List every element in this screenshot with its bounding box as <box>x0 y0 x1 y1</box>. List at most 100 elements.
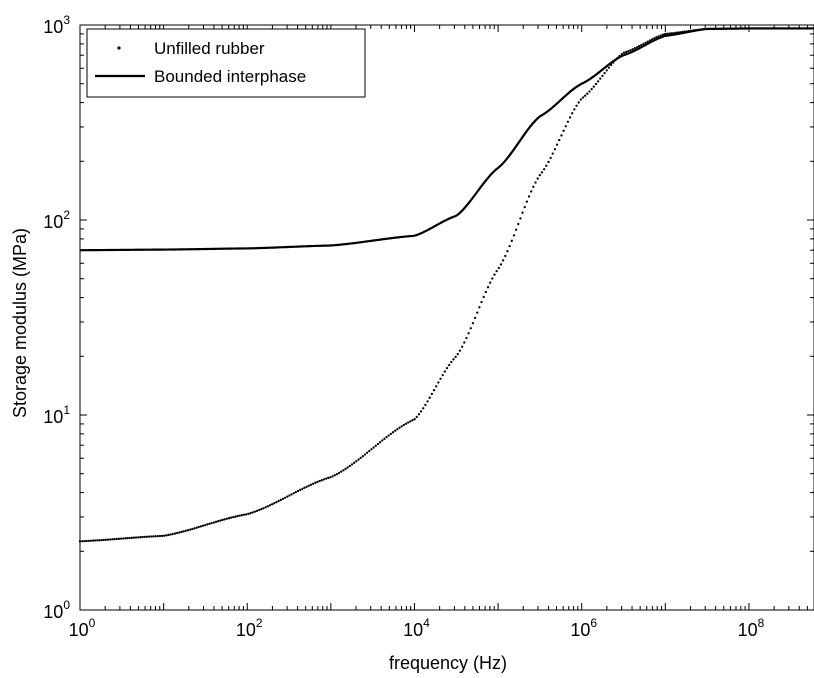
series-unfilled-rubber-point <box>555 143 559 146</box>
series-unfilled-rubber-point <box>98 539 101 542</box>
legend: Unfilled rubber Bounded interphase <box>86 28 366 98</box>
series-unfilled-rubber-point <box>312 482 315 485</box>
series-unfilled-rubber-point <box>514 228 518 231</box>
series-unfilled-rubber-point <box>130 536 133 539</box>
series-unfilled-rubber-point <box>484 290 488 294</box>
series-unfilled-rubber-point <box>383 437 386 440</box>
series-unfilled-rubber-point <box>381 439 384 442</box>
series-unfilled-rubber-point <box>413 418 416 421</box>
series-unfilled-rubber-point <box>521 211 524 214</box>
series-unfilled-rubber-point <box>642 42 645 46</box>
series-unfilled-rubber-point <box>512 234 516 237</box>
series-unfilled-rubber-point <box>266 505 269 508</box>
series-unfilled-rubber-point <box>286 495 289 498</box>
series-unfilled-rubber-point <box>506 250 509 253</box>
series-unfilled-rubber-point <box>640 43 643 47</box>
series-unfilled-rubber-point <box>558 138 561 142</box>
series-unfilled-rubber-point <box>590 87 593 91</box>
series-unfilled-rubber-point <box>201 524 205 527</box>
series-unfilled-rubber-point <box>212 521 216 524</box>
series-unfilled-rubber-point <box>199 525 203 528</box>
series-unfilled-rubber-point <box>404 422 408 425</box>
series-unfilled-rubber-point <box>223 518 226 521</box>
series-unfilled-rubber-point <box>467 332 470 335</box>
series-unfilled-rubber-point <box>184 529 187 532</box>
series-unfilled-rubber-point <box>145 535 149 538</box>
series-unfilled-rubber-point <box>167 533 170 537</box>
series-unfilled-rubber-point <box>186 529 190 532</box>
series-unfilled-rubber-point <box>318 479 321 483</box>
series-unfilled-rubber-point <box>150 535 153 538</box>
series-unfilled-rubber-point <box>217 520 220 523</box>
series-unfilled-rubber-point <box>575 104 578 107</box>
series-unfilled-rubber-point <box>517 222 520 226</box>
x-tick-label: 104 <box>403 616 430 640</box>
series-layer <box>78 27 814 543</box>
series-unfilled-rubber-point <box>176 531 179 535</box>
series-unfilled-rubber-point <box>158 534 162 538</box>
series-unfilled-rubber-point <box>134 536 138 539</box>
series-unfilled-rubber-point <box>430 392 434 396</box>
y-tick-label: 103 <box>43 13 70 37</box>
series-unfilled-rubber-point <box>411 419 414 422</box>
series-unfilled-rubber-point <box>394 429 397 432</box>
series-unfilled-rubber-point <box>471 321 475 325</box>
series-unfilled-rubber-point <box>376 442 380 446</box>
series-unfilled-rubber-point <box>480 300 483 304</box>
series-unfilled-rubber-point <box>283 496 287 499</box>
series-unfilled-rubber-point <box>370 448 373 451</box>
series-bounded-interphase-line <box>79 27 814 252</box>
series-unfilled-rubber-point <box>348 464 351 468</box>
series-unfilled-rubber-point <box>117 537 121 540</box>
series-unfilled-rubber-point <box>365 451 369 454</box>
series-unfilled-rubber-point <box>335 472 339 476</box>
series-unfilled-rubber-point <box>219 519 222 522</box>
series-unfilled-rubber-point <box>163 534 166 537</box>
series-unfilled-rubber-point <box>465 336 468 340</box>
series-unfilled-rubber-point <box>81 540 84 543</box>
series-unfilled-rubber-point <box>510 239 513 242</box>
series-unfilled-rubber-point <box>536 177 539 180</box>
series-unfilled-rubber-point <box>389 432 393 436</box>
series-unfilled-rubber-point <box>229 516 233 519</box>
series-unfilled-rubber-point <box>270 503 274 506</box>
series-unfilled-rubber-point <box>435 385 438 388</box>
series-unfilled-rubber-point <box>396 428 399 431</box>
series-unfilled-rubber-point <box>340 470 343 473</box>
series-unfilled-rubber-point <box>426 400 429 403</box>
series-unfilled-rubber-point <box>538 174 541 177</box>
series-unfilled-rubber-point <box>363 453 367 456</box>
series-unfilled-rubber-point <box>491 277 494 280</box>
series-unfilled-rubber-point <box>549 156 552 160</box>
legend-marker-unfilled-rubber <box>117 46 121 50</box>
series-unfilled-rubber-point <box>87 539 90 543</box>
series-unfilled-rubber-point <box>195 526 198 529</box>
series-unfilled-rubber-point <box>622 51 626 54</box>
series-unfilled-rubber-point <box>409 420 412 423</box>
series-unfilled-rubber-point <box>523 205 526 209</box>
series-unfilled-rubber-point <box>240 514 244 517</box>
series-unfilled-rubber-point <box>476 311 479 314</box>
series-unfilled-rubber-point <box>361 455 364 458</box>
plot-background <box>80 25 814 610</box>
series-unfilled-rubber-point <box>579 98 582 101</box>
series-unfilled-rubber-point <box>398 426 401 429</box>
series-unfilled-rubber-point <box>599 77 602 80</box>
series-unfilled-rubber-point <box>180 530 183 534</box>
series-unfilled-rubber-point <box>109 538 112 541</box>
series-unfilled-rubber-point <box>307 484 310 487</box>
series-unfilled-rubber-point <box>128 536 131 540</box>
series-unfilled-rubber-point <box>290 493 293 496</box>
series-unfilled-rubber-point <box>281 497 285 500</box>
series-unfilled-rubber-point <box>469 327 472 330</box>
series-unfilled-rubber-point <box>294 490 298 494</box>
series-unfilled-rubber-point <box>305 485 308 488</box>
series-unfilled-rubber-point <box>357 458 360 461</box>
series-unfilled-rubber-point <box>547 160 550 164</box>
series-unfilled-rubber-point <box>452 358 455 361</box>
series-unfilled-rubber-point <box>419 410 423 413</box>
series-unfilled-rubber-point <box>422 407 425 410</box>
series-unfilled-rubber-point <box>385 436 388 439</box>
series-unfilled-rubber-point <box>353 461 356 464</box>
series-unfilled-rubber-point <box>545 164 548 167</box>
